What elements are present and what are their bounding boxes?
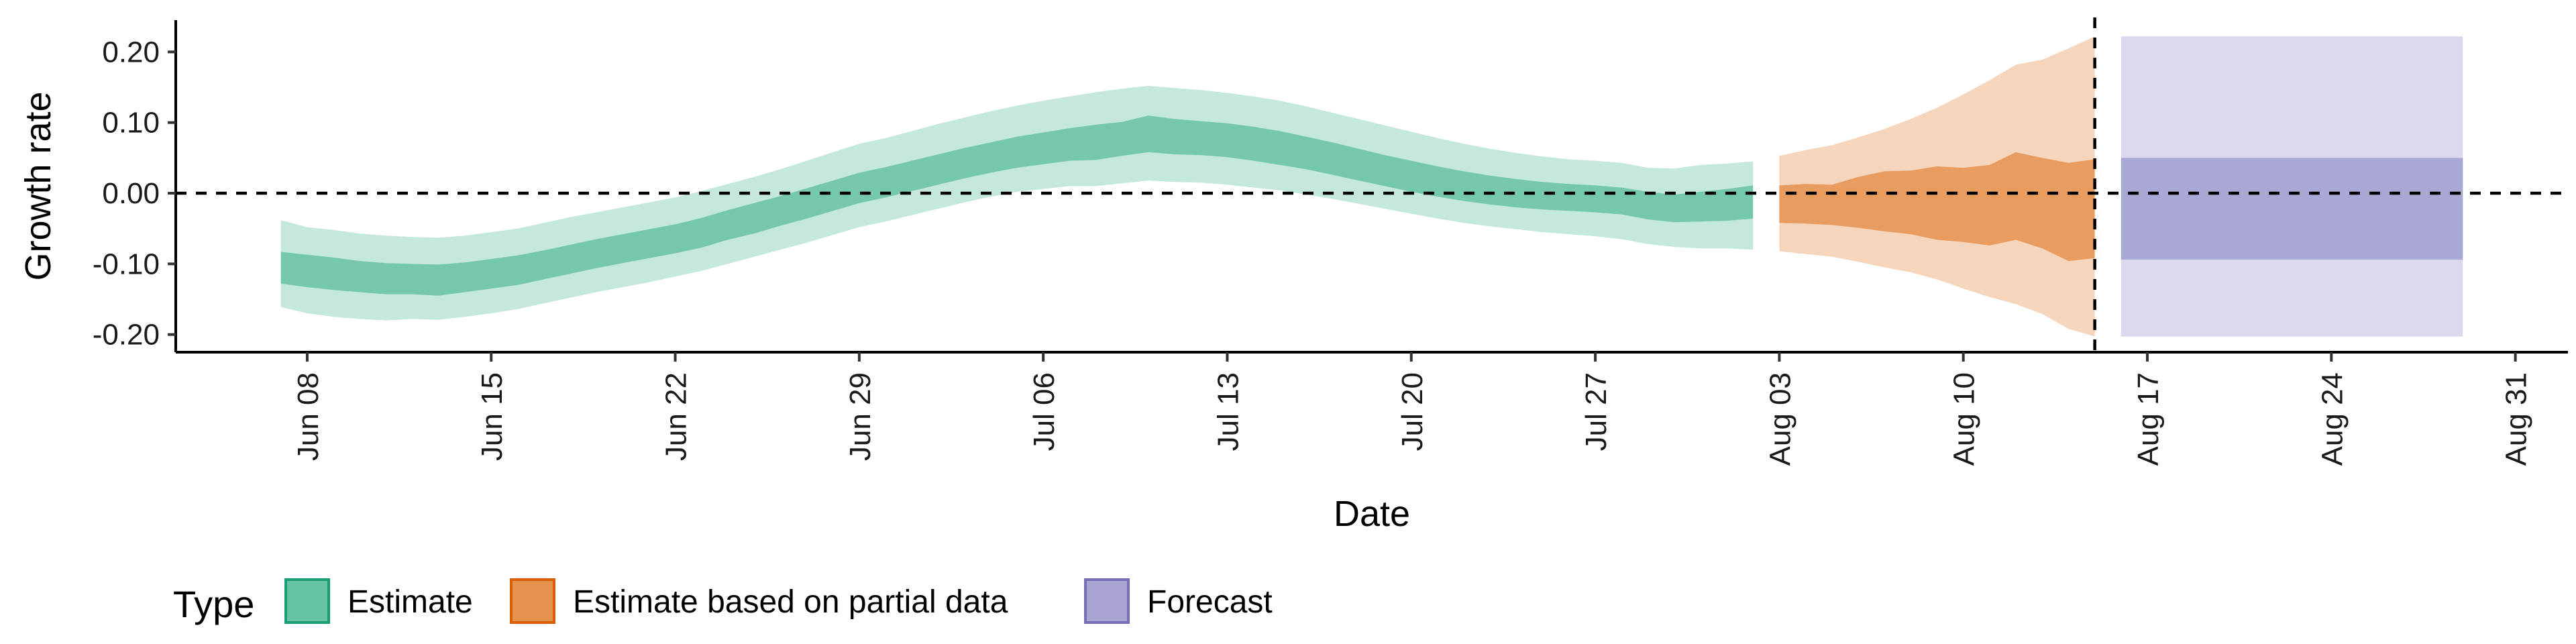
legend-title: Type bbox=[173, 583, 254, 625]
y-tick-label: 0.10 bbox=[102, 107, 160, 140]
x-tick-label: Jun 15 bbox=[476, 372, 508, 461]
inner-band-0 bbox=[280, 115, 1754, 296]
x-tick-label: Aug 31 bbox=[2500, 372, 2533, 466]
y-axis-title: Growth rate bbox=[18, 91, 58, 280]
legend-label: Forecast bbox=[1147, 584, 1273, 620]
x-tick-label: Jul 13 bbox=[1212, 372, 1244, 451]
legend-key-2 bbox=[1084, 578, 1130, 624]
x-tick-label: Aug 10 bbox=[1948, 372, 1981, 466]
x-tick-label: Aug 17 bbox=[2132, 372, 2165, 466]
outer-band-0 bbox=[280, 85, 1754, 321]
x-tick-label: Jul 20 bbox=[1396, 372, 1429, 451]
x-tick-label: Jul 06 bbox=[1028, 372, 1061, 451]
legend-items: Estimate Estimate based on partial data Fo… bbox=[284, 578, 1273, 624]
x-tick-label: Jun 29 bbox=[844, 372, 877, 461]
x-tick-label: Jun 22 bbox=[660, 372, 693, 461]
x-tick-label: Aug 03 bbox=[1764, 372, 1796, 466]
legend-key-1 bbox=[510, 578, 555, 624]
x-tick-label: Jul 27 bbox=[1580, 372, 1613, 451]
y-tick-label: 0.00 bbox=[102, 177, 160, 210]
x-tick-label: Aug 24 bbox=[2316, 372, 2349, 466]
ribbon-layer bbox=[280, 36, 2463, 337]
legend-label: Estimate based on partial data bbox=[573, 584, 1008, 620]
inner-band-1 bbox=[1779, 152, 2095, 262]
legend: Type Estimate Estimate based on partial d… bbox=[173, 578, 1273, 625]
y-tick-label: -0.20 bbox=[93, 319, 160, 352]
y-tick-label: -0.10 bbox=[93, 248, 160, 280]
x-axis-title: Date bbox=[1334, 494, 1410, 534]
inner-band-2 bbox=[2121, 158, 2463, 260]
x-tick-label: Jun 08 bbox=[292, 372, 325, 461]
y-tick-label: 0.20 bbox=[102, 36, 160, 68]
legend-key-0 bbox=[284, 578, 330, 624]
x-axis-ticks: Jun 08 Jun 15 Jun 22 Jun 29 Jul 06 Jul 13 Jul … bbox=[292, 352, 2533, 466]
legend-label: Estimate bbox=[347, 584, 473, 620]
y-axis-ticks: 0.20 0.10 0.00 -0.10 -0.20 bbox=[93, 36, 176, 352]
